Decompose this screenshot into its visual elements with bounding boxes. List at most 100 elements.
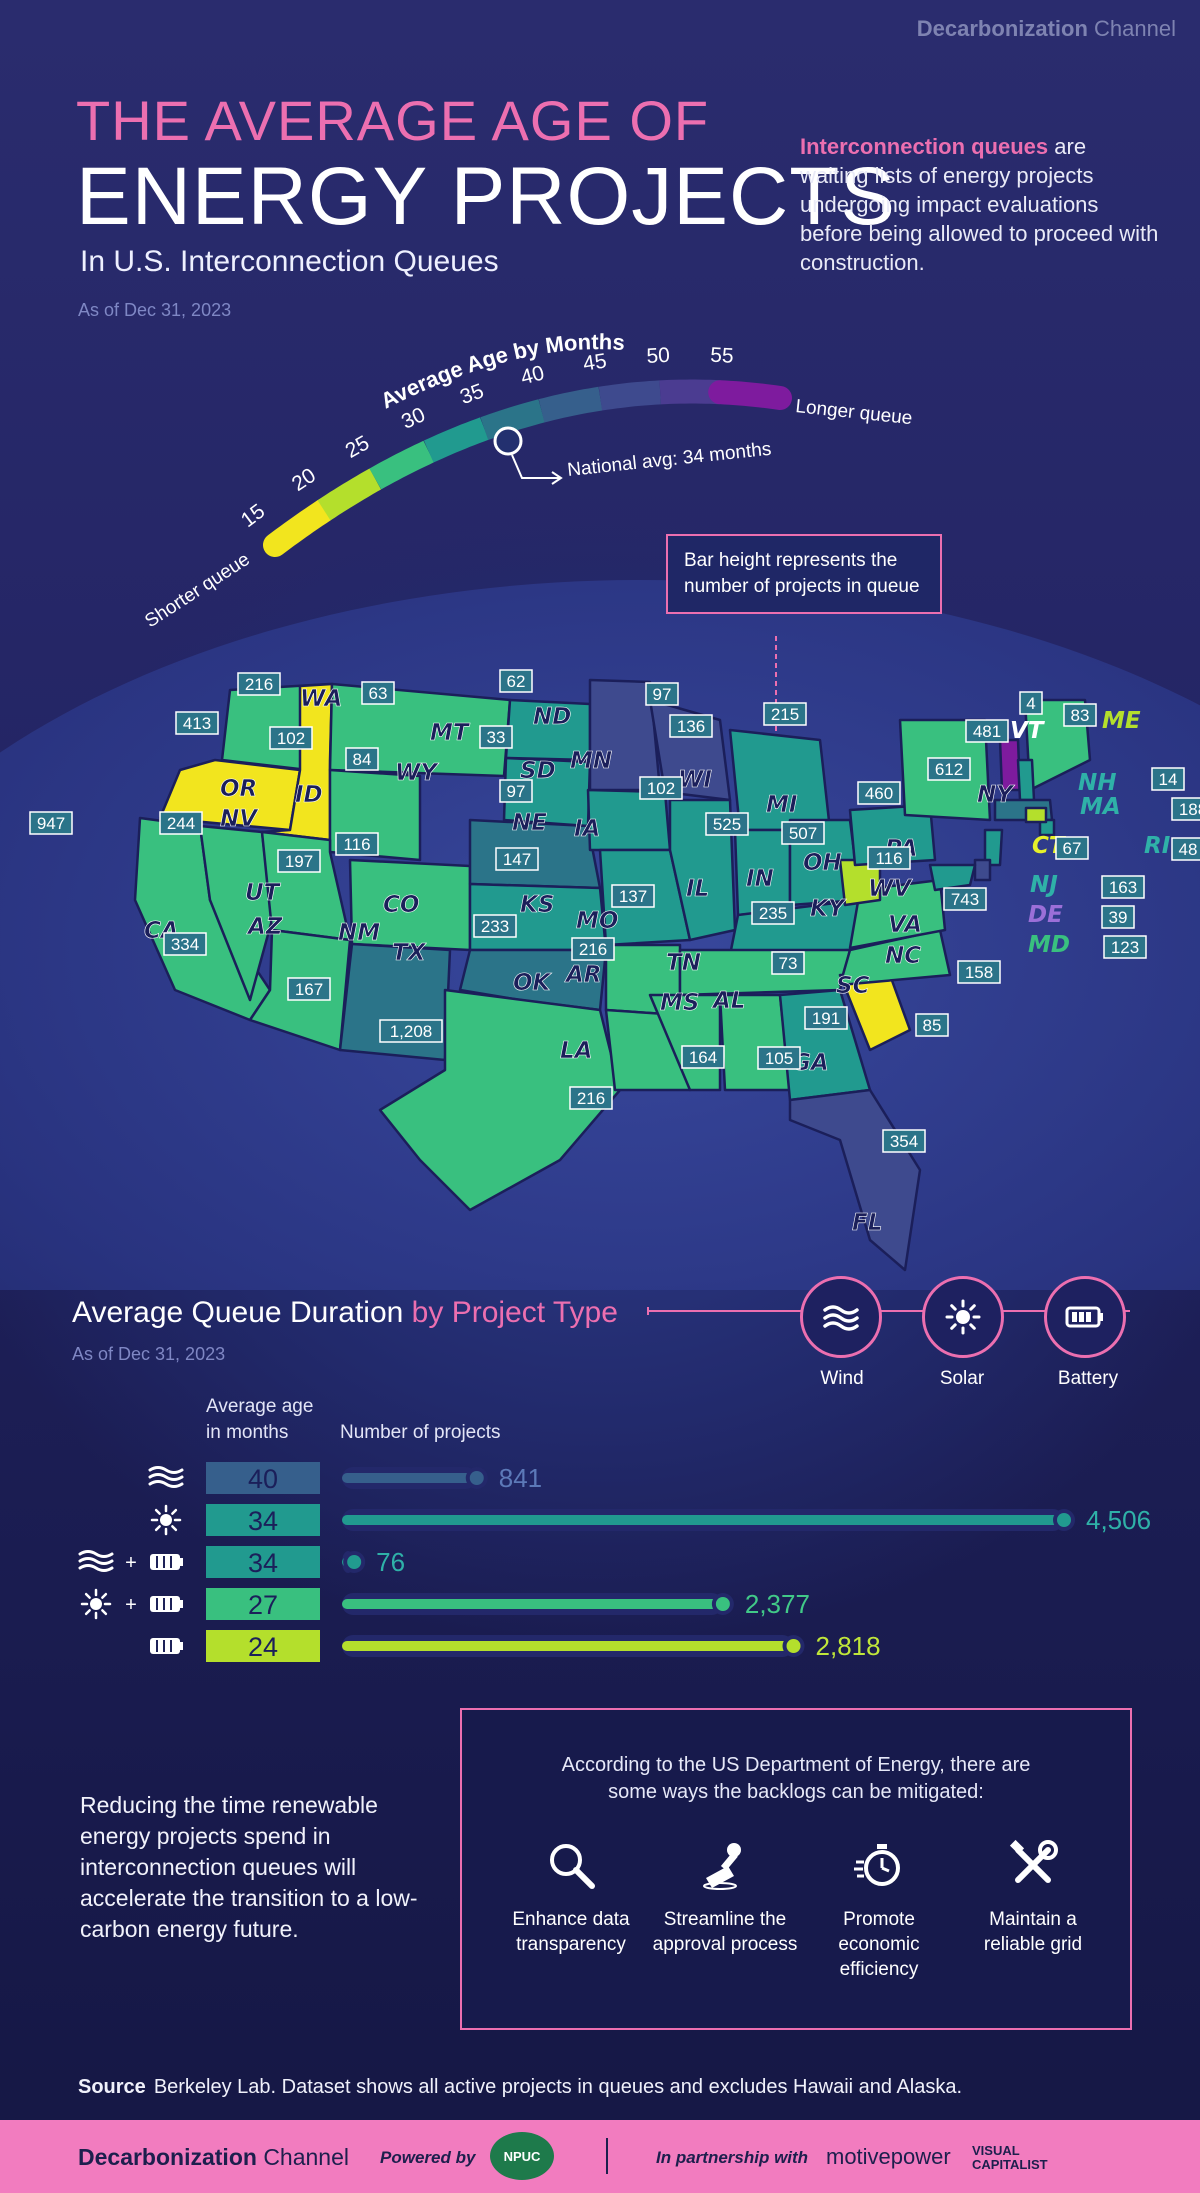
project-count-box xyxy=(335,832,379,856)
chart-title-main: Average Queue Duration xyxy=(72,1296,412,1329)
type-circle-solar xyxy=(922,1276,1004,1358)
project-count-box xyxy=(1101,875,1145,899)
project-count-label: 102 xyxy=(647,779,675,798)
project-count-label: 197 xyxy=(285,852,313,871)
project-count-box xyxy=(237,672,281,696)
project-count-box xyxy=(757,1046,801,1070)
scale-tick-label: 20 xyxy=(288,464,320,496)
row-icon-group xyxy=(150,1638,183,1654)
stamp-icon xyxy=(703,1843,741,1890)
project-count-box xyxy=(569,1086,613,1110)
state-label-or: OR xyxy=(220,776,257,802)
state-label-md: MD xyxy=(1028,932,1070,958)
state-label-vt: VT xyxy=(1010,718,1046,744)
project-count-box xyxy=(943,887,987,911)
as-of-date: As of Dec 31, 2023 xyxy=(78,300,232,320)
age-value: 34 xyxy=(248,1548,278,1578)
scale-segment xyxy=(317,468,382,521)
stopwatch-icon xyxy=(854,1844,900,1886)
project-count-box xyxy=(495,847,539,871)
state-label-mn: MN xyxy=(570,748,612,774)
project-type-bar-chart: 40 841 34 4,506 + 34 76 + 27 2,377 24 2,818 xyxy=(78,1462,1151,1662)
battery-icon xyxy=(150,1554,183,1570)
state-label-wa: WA xyxy=(300,686,342,712)
project-count-label: 116 xyxy=(875,849,902,868)
project-count-box xyxy=(473,914,517,938)
project-count-label: 334 xyxy=(171,935,199,954)
project-count-box xyxy=(857,781,901,805)
state-label-il: IL xyxy=(686,876,709,902)
state-label-ok: OK xyxy=(513,970,553,996)
sun-icon xyxy=(80,1588,112,1620)
bar-row-wind: 40 841 xyxy=(148,1462,542,1494)
national-avg-label: National avg: 34 months xyxy=(566,439,772,481)
project-count-box xyxy=(804,1006,848,1030)
scale-tick-label: 30 xyxy=(398,403,429,434)
count-bar xyxy=(342,1641,794,1651)
age-column-header: Average age in months xyxy=(206,1396,314,1443)
state-ri xyxy=(1038,818,1056,837)
age-box xyxy=(206,1588,320,1620)
project-count-label: 612 xyxy=(935,760,963,779)
national-avg-marker xyxy=(493,426,523,456)
state-label-ms: MS xyxy=(660,990,699,1016)
state-label-az: AZ xyxy=(246,914,284,940)
state-tn xyxy=(678,948,852,997)
row-icon-group xyxy=(150,1504,182,1536)
project-count-label: 235 xyxy=(759,904,787,923)
state-label-ia: IA xyxy=(574,816,600,842)
row-icon-group: + xyxy=(78,1550,183,1574)
state-label-de: DE xyxy=(1028,902,1063,928)
project-count-box xyxy=(159,811,203,835)
project-count-box xyxy=(345,747,379,771)
state-label-id: ID xyxy=(295,782,323,808)
state-label-nd: ND xyxy=(533,704,571,730)
doe-item-transparency: Enhance data transparency xyxy=(496,1838,646,1957)
state-bars: 216 413 102 63 62 97 136 215 4 83 481 14188 947 244 84… xyxy=(29,669,1200,1153)
state-label-ky: KY xyxy=(810,896,847,922)
type-circle-wind xyxy=(800,1276,882,1358)
state-label-ks: KS xyxy=(520,892,554,918)
project-count-label: 48 xyxy=(1179,840,1198,859)
wind-icon xyxy=(78,1550,114,1572)
project-count-label: 191 xyxy=(812,1009,840,1028)
age-box xyxy=(206,1504,320,1536)
plus-sign: + xyxy=(125,1594,137,1616)
project-count-label: 158 xyxy=(965,963,993,982)
project-count-label: 97 xyxy=(653,685,672,704)
count-value: 2,818 xyxy=(816,1631,881,1661)
project-count-label: 167 xyxy=(295,980,323,999)
project-count-box xyxy=(163,932,207,956)
age-value: 27 xyxy=(248,1590,278,1620)
project-count-box xyxy=(639,776,683,800)
count-value: 76 xyxy=(376,1547,405,1577)
motivepower-logo: motivepower xyxy=(826,2144,951,2169)
doe-intro: According to the US Department of Energy… xyxy=(561,1754,1031,1803)
scale-segment xyxy=(538,386,603,423)
count-bar-end xyxy=(786,1639,801,1653)
project-count-label: 73 xyxy=(779,954,798,973)
project-count-label: 525 xyxy=(713,815,741,834)
state-tx xyxy=(378,988,622,1212)
age-box xyxy=(206,1630,320,1662)
battery-icon xyxy=(150,1596,183,1612)
state-label-ri: RI xyxy=(1144,833,1171,859)
project-count-label: 163 xyxy=(1109,878,1137,897)
project-count-label: 216 xyxy=(245,675,273,694)
sun-icon xyxy=(150,1504,182,1536)
project-count-box xyxy=(1151,767,1185,791)
project-count-label: 216 xyxy=(577,1089,605,1108)
state-label-la: LA xyxy=(560,1038,592,1064)
project-count-label: 4 xyxy=(1026,694,1035,713)
bar-row-wind-battery: +34 76 xyxy=(78,1546,405,1578)
doe-item-approval: Streamline the approval process xyxy=(650,1838,800,1957)
project-count-box xyxy=(1101,905,1135,929)
count-value: 2,377 xyxy=(745,1589,810,1619)
state-label-mo: MO xyxy=(576,908,618,934)
title-line-3: In U.S. Interconnection Queues xyxy=(80,245,499,278)
project-count-box xyxy=(269,726,313,750)
project-count-label: 460 xyxy=(865,784,893,803)
count-bar xyxy=(342,1515,1064,1525)
state-label-al: AL xyxy=(711,988,745,1014)
wind-icon xyxy=(148,1466,184,1488)
